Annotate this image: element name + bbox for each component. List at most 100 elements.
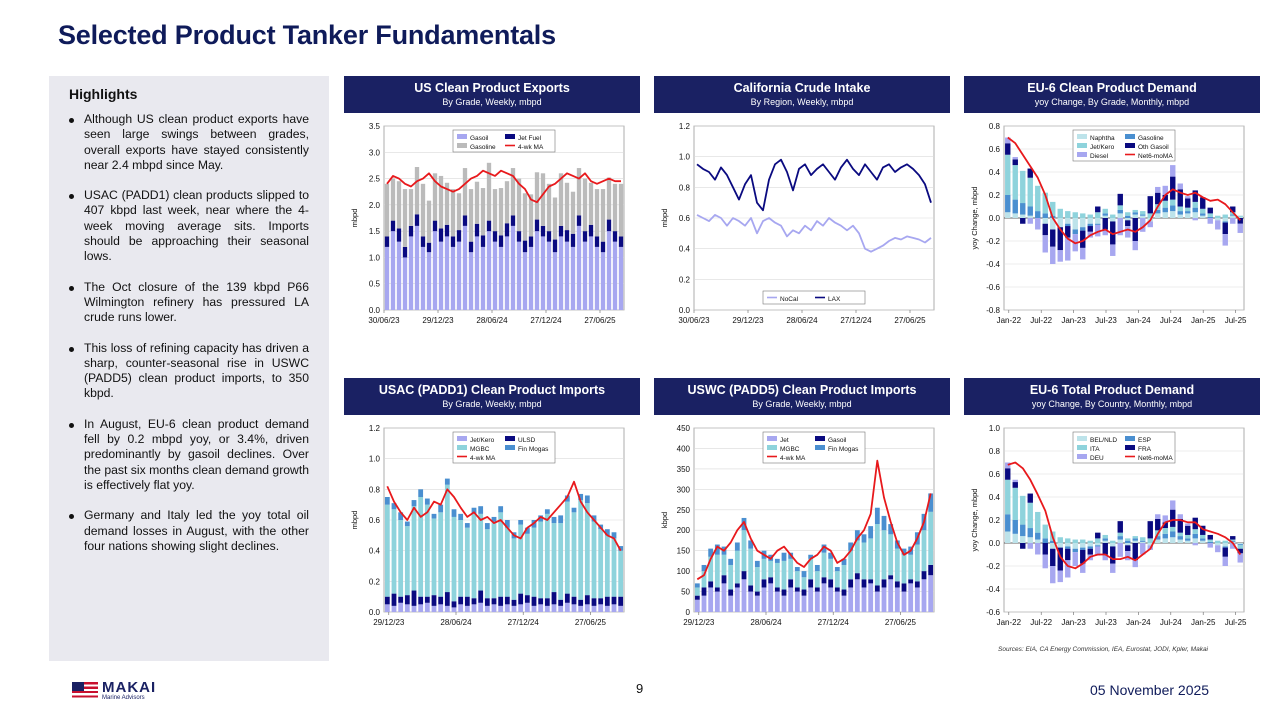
bar-ita bbox=[1207, 539, 1213, 542]
bar-fin-mogas bbox=[901, 548, 907, 555]
chart-title: EU-6 Total Product Demand bbox=[1029, 383, 1195, 397]
bar-naphtha bbox=[1185, 213, 1191, 218]
bar-esp bbox=[1200, 538, 1206, 541]
bar-jet-fuel bbox=[396, 228, 402, 242]
bar-jet-kero bbox=[1200, 208, 1206, 214]
y-tick-label: -0.6 bbox=[986, 608, 1000, 617]
bar-jet-kero bbox=[504, 604, 510, 612]
bar-mgbc bbox=[491, 521, 497, 599]
bar-oth-gasoil bbox=[1110, 221, 1116, 245]
bar-gasoil bbox=[881, 579, 887, 588]
bar-jet-kero bbox=[391, 605, 397, 612]
bar-gasoline bbox=[486, 162, 492, 221]
bar-oth-gasoil bbox=[1170, 176, 1176, 200]
bar-jet-kero bbox=[398, 602, 404, 612]
bar-fin-mogas bbox=[571, 507, 577, 513]
bar-fra bbox=[1095, 532, 1101, 539]
bar-jet bbox=[714, 591, 720, 612]
legend: BEL/NLD ESP ITA FRA DEU Net6-moMA bbox=[1072, 431, 1176, 464]
bar-deu bbox=[1042, 554, 1048, 569]
bar-jet-kero bbox=[1087, 214, 1093, 218]
bar-ita bbox=[1020, 495, 1026, 525]
bar-fin-mogas bbox=[861, 534, 867, 543]
bar-fin-mogas bbox=[734, 542, 740, 551]
bar-fin-mogas bbox=[591, 515, 597, 522]
bar-oth-gasoil bbox=[1095, 206, 1101, 213]
bar-gasoline bbox=[570, 191, 576, 234]
bar-naphtha bbox=[1125, 218, 1131, 221]
bar-jet-fuel bbox=[612, 231, 618, 242]
bar-esp bbox=[1125, 540, 1131, 543]
legend-label: BEL/NLD bbox=[1090, 437, 1117, 444]
bar-jet-fuel bbox=[588, 224, 594, 237]
bar-bel-nld bbox=[1140, 541, 1146, 543]
bar-ita bbox=[1065, 538, 1071, 543]
highlight-bullet: Although US clean product exports have s… bbox=[69, 112, 309, 173]
y-tick-label: 0.0 bbox=[989, 539, 1001, 548]
bar-gasoline bbox=[492, 189, 498, 232]
bar-fra bbox=[1080, 549, 1086, 564]
bar-gasoil bbox=[821, 577, 827, 584]
bar-bel-nld bbox=[1237, 543, 1243, 545]
bar-gasoil bbox=[492, 241, 498, 310]
bar-fra bbox=[1057, 547, 1063, 571]
bar-ulsd bbox=[418, 596, 424, 605]
bar-esp bbox=[1042, 538, 1048, 543]
bar-ulsd bbox=[618, 596, 624, 606]
bar-fin-mogas bbox=[808, 554, 814, 559]
bar-naphtha bbox=[1132, 214, 1138, 218]
bar-mgbc bbox=[694, 587, 700, 596]
legend-label: Gasoline bbox=[470, 144, 496, 151]
bar-gasoline bbox=[438, 175, 444, 229]
bar-ita bbox=[1162, 528, 1168, 534]
bar-esp bbox=[1192, 533, 1198, 539]
bar-fin-mogas bbox=[754, 560, 760, 568]
bar-jet-kero bbox=[598, 604, 604, 612]
bar-jet bbox=[848, 587, 854, 612]
y-tick-label: 1.0 bbox=[989, 424, 1001, 433]
bar-bel-nld bbox=[1147, 543, 1153, 546]
bar-fra bbox=[1005, 468, 1011, 480]
bar-mgbc bbox=[808, 558, 814, 580]
bar-ulsd bbox=[484, 598, 490, 606]
bar-naphtha bbox=[1170, 211, 1176, 218]
bar-esp bbox=[1162, 533, 1168, 539]
bar-gasoil bbox=[504, 236, 510, 310]
chart-subtitle: yoy Change, By Country, Monthly, mbpd bbox=[1031, 399, 1193, 409]
bar-ulsd bbox=[578, 599, 584, 606]
bar-ulsd bbox=[498, 596, 504, 606]
bar-mgbc bbox=[511, 538, 517, 600]
bar-ita bbox=[1185, 534, 1191, 539]
bar-jet-fuel bbox=[600, 241, 606, 253]
bar-jet-kero bbox=[1237, 215, 1243, 217]
highlights-panel: Highlights Although US clean product exp… bbox=[49, 76, 329, 661]
bar-fin-mogas bbox=[834, 567, 840, 572]
legend-label: FRA bbox=[1138, 446, 1152, 453]
bar-gasoline bbox=[396, 181, 402, 229]
bar-ita bbox=[1087, 540, 1093, 543]
bar-mgbc bbox=[424, 504, 430, 597]
bar-mgbc bbox=[894, 548, 900, 582]
bar-naphtha bbox=[1080, 218, 1086, 228]
bar-oth-gasoil bbox=[1162, 195, 1168, 201]
bar-mgbc bbox=[874, 524, 880, 586]
legend-box bbox=[1072, 431, 1176, 464]
bar-ulsd bbox=[464, 596, 470, 606]
bar-diesel bbox=[1057, 250, 1063, 262]
bar-jet-kero bbox=[444, 605, 450, 612]
legend-label: DEU bbox=[1090, 455, 1104, 462]
y-tick-label: -0.4 bbox=[986, 260, 1000, 269]
y-tick-label: -0.6 bbox=[986, 283, 1000, 292]
bar-oth-gasoil bbox=[1012, 159, 1018, 166]
bar-jet-kero bbox=[591, 605, 597, 612]
bar-ita bbox=[1042, 524, 1048, 539]
bar-bel-nld bbox=[1027, 537, 1033, 543]
bar-gasoil bbox=[588, 236, 594, 310]
bar-gasoline bbox=[1102, 213, 1108, 216]
bar-mgbc bbox=[571, 512, 577, 597]
bar-gasoline bbox=[1140, 214, 1146, 216]
bar-jet-kero bbox=[1102, 208, 1108, 214]
x-tick-label: 29/12/23 bbox=[683, 618, 715, 627]
bar-gasoline bbox=[600, 189, 606, 242]
legend: Naphtha Gasoline Jet/Kero Oth Gasoil Diesel N… bbox=[1072, 129, 1176, 162]
